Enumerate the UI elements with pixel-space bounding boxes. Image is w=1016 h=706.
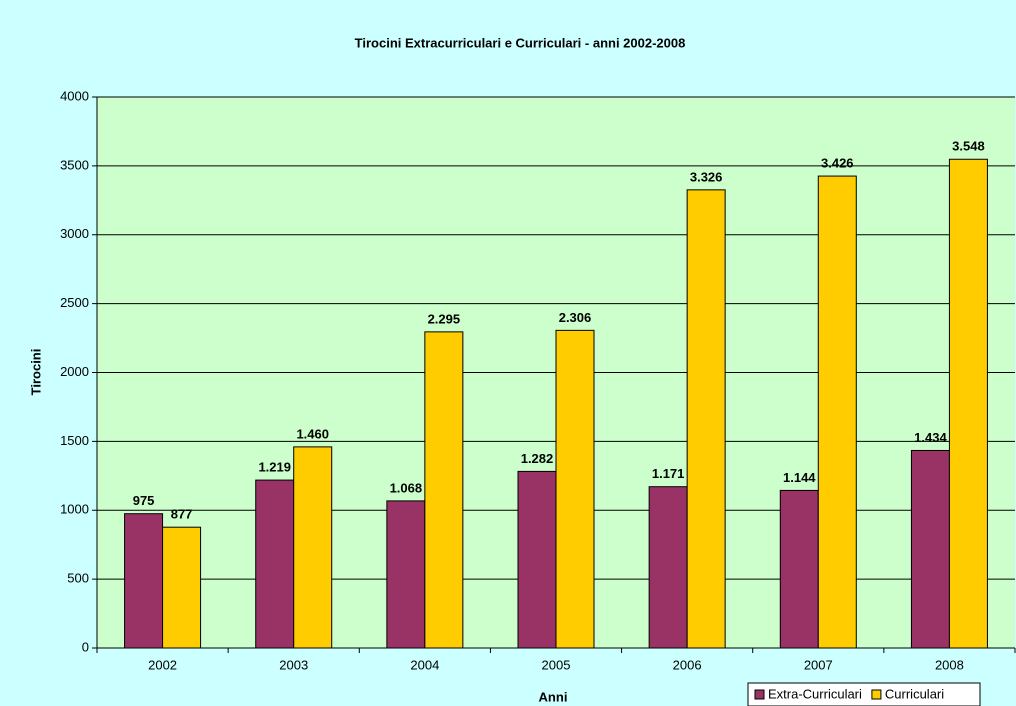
bar: [517, 470, 557, 649]
bar: [686, 189, 726, 649]
bar: [124, 513, 164, 649]
value-label: 3.548: [952, 139, 985, 154]
bar: [779, 489, 819, 649]
x-tick-label: 2004: [410, 657, 439, 672]
value-label: 1.434: [914, 430, 947, 445]
legend: [747, 682, 981, 706]
x-tick-label: 2008: [935, 657, 964, 672]
x-tick-label: 2003: [279, 657, 308, 672]
legend-swatch: [754, 689, 765, 700]
bar: [293, 446, 333, 649]
y-tick-label: 3500: [60, 157, 89, 172]
value-label: 1.171: [652, 466, 685, 481]
x-tick-label: 2002: [148, 657, 177, 672]
legend-label: Curriculari: [885, 686, 944, 701]
value-label: 3.426: [821, 156, 854, 171]
x-tick-label: 2006: [673, 657, 702, 672]
y-tick-label: 2500: [60, 295, 89, 310]
value-label: 1.144: [783, 470, 816, 485]
legend-swatch: [871, 689, 882, 700]
value-label: 975: [133, 493, 155, 508]
value-label: 1.460: [296, 426, 329, 441]
bar: [910, 449, 950, 649]
bar: [386, 500, 426, 649]
value-label: 1.219: [258, 460, 291, 475]
value-label: 2.295: [428, 311, 461, 326]
value-label: 3.326: [690, 169, 723, 184]
bar: [555, 329, 595, 649]
chart-title: Tirocini Extracurriculari e Curriculari …: [355, 35, 686, 50]
y-tick-label: 500: [67, 571, 89, 586]
y-axis-label: Tirocini: [28, 349, 43, 396]
bar: [255, 479, 295, 649]
y-tick-label: 1000: [60, 502, 89, 517]
value-label: 2.306: [559, 310, 592, 325]
bar: [817, 175, 857, 649]
y-tick-label: 3000: [60, 226, 89, 241]
x-tick-label: 2007: [804, 657, 833, 672]
y-tick-label: 4000: [60, 88, 89, 103]
y-tick-label: 2000: [60, 364, 89, 379]
value-label: 877: [171, 507, 193, 522]
bar: [424, 331, 464, 649]
x-tick-label: 2005: [542, 657, 571, 672]
bar: [948, 158, 988, 649]
bar: [648, 486, 688, 649]
value-label: 1.068: [390, 480, 423, 495]
bar: [162, 526, 202, 649]
y-tick-label: 1500: [60, 433, 89, 448]
y-tick-label: 0: [82, 639, 89, 654]
x-axis-label: Anni: [539, 689, 568, 704]
legend-label: Extra-Curriculari: [768, 686, 862, 701]
value-label: 1.282: [521, 451, 554, 466]
